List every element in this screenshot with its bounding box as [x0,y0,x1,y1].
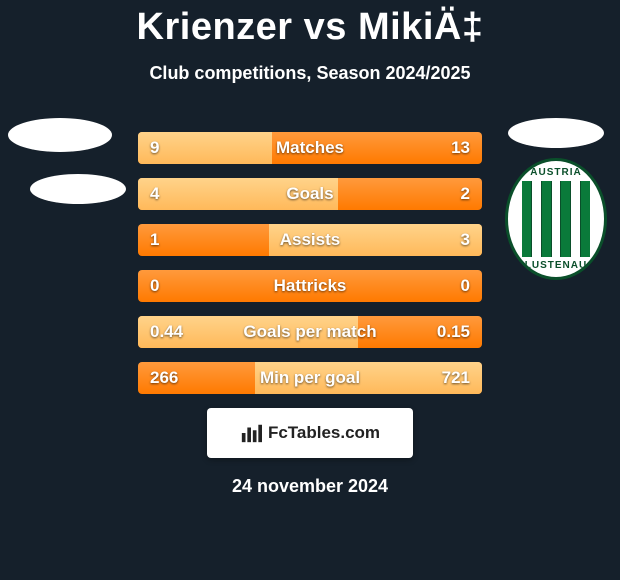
stat-row: 4 Goals 2 [138,178,482,210]
stat-value-left: 1 [150,230,159,250]
player-right-club: AUSTRIA LUSTENAU [500,118,612,280]
date-text: 24 november 2024 [0,476,620,497]
stat-value-left: 0 [150,276,159,296]
brand-link[interactable]: FcTables.com [207,408,413,458]
stat-row: 0.44 Goals per match 0.15 [138,316,482,348]
stat-label: Hattricks [274,276,347,296]
avatar-ellipse [508,118,604,148]
stat-value-right: 2 [461,184,470,204]
club-badge: AUSTRIA LUSTENAU [505,158,607,280]
stat-value-right: 721 [442,368,470,388]
stat-value-right: 13 [451,138,470,158]
brand-text: FcTables.com [268,423,380,443]
stat-value-right: 0 [461,276,470,296]
stat-value-left: 0.44 [150,322,183,342]
stat-row: 1 Assists 3 [138,224,482,256]
stat-value-left: 9 [150,138,159,158]
stat-row: 266 Min per goal 721 [138,362,482,394]
avatar-ellipse [8,118,112,152]
stat-value-right: 3 [461,230,470,250]
stat-label: Goals [286,184,333,204]
stat-label: Matches [276,138,344,158]
club-badge-top-text: AUSTRIA [508,167,604,178]
stat-value-left: 266 [150,368,178,388]
stat-row: 9 Matches 13 [138,132,482,164]
chart-icon [240,422,262,444]
player-left-avatar [8,118,112,204]
stat-label: Min per goal [260,368,360,388]
stat-label: Goals per match [243,322,376,342]
subtitle: Club competitions, Season 2024/2025 [0,63,620,84]
stats-table: 9 Matches 13 4 Goals 2 1 Assists 3 0 Hat… [138,132,482,394]
stat-value-right: 0.15 [437,322,470,342]
avatar-ellipse [30,174,126,204]
stat-value-left: 4 [150,184,159,204]
page-title: Krienzer vs MikiÄ‡ [0,0,620,49]
club-badge-bottom-text: LUSTENAU [508,260,604,271]
stat-label: Assists [280,230,340,250]
club-badge-stripes [522,181,590,257]
stat-row: 0 Hattricks 0 [138,270,482,302]
